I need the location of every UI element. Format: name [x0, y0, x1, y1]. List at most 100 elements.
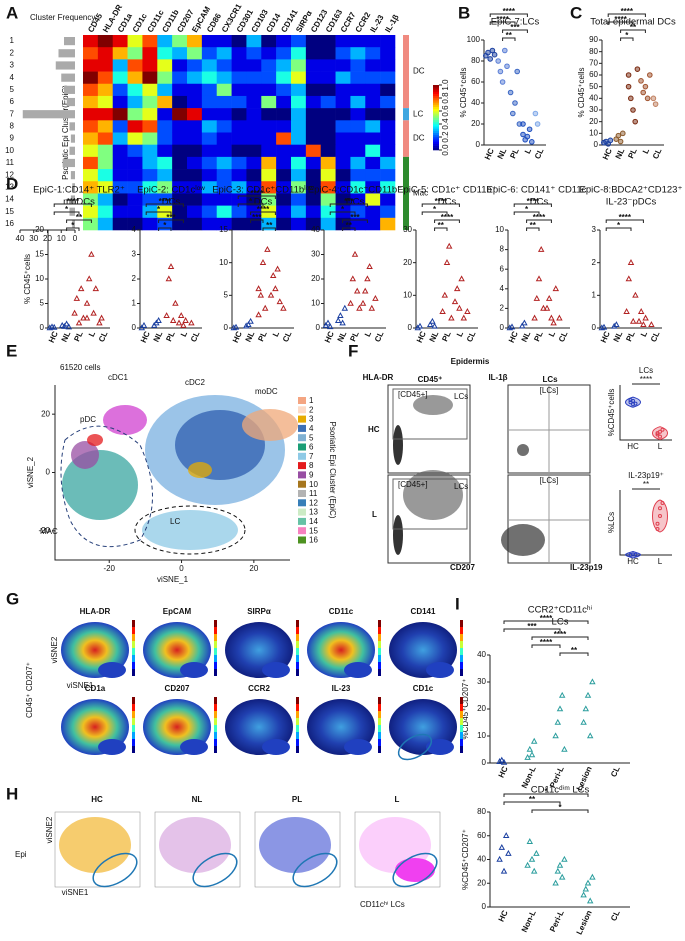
data-point: [458, 275, 465, 282]
axes: [489, 655, 630, 764]
x-tick-label: NL: [428, 330, 441, 344]
data-point: [416, 322, 424, 329]
data-point: [324, 319, 332, 326]
axes: [619, 490, 672, 556]
heat-cell: [112, 35, 128, 48]
x-tick-label: L: [547, 330, 557, 338]
data-point: [504, 63, 510, 70]
sig-bracket: [607, 21, 634, 25]
y-tick-label: 10: [311, 299, 320, 308]
heat-cell: [83, 181, 99, 194]
heat-cell: [157, 108, 173, 121]
legend-swatch: [298, 499, 306, 507]
sig-label: **: [266, 221, 273, 230]
heat-cell: [127, 169, 143, 182]
heat-cell: [305, 35, 322, 48]
cluster-label: 5: [10, 85, 15, 94]
data-point: [520, 121, 526, 127]
heat-cell: [83, 71, 99, 85]
heat-cell: [157, 35, 173, 48]
sig-label: ****: [640, 375, 652, 384]
heat-cell: [216, 144, 232, 158]
heat-cell: [157, 217, 173, 231]
heat-cell: [112, 217, 128, 231]
group-bar: [403, 108, 409, 121]
scale-step: [378, 669, 381, 676]
sig-bracket: [421, 203, 460, 207]
heat-cell: [246, 169, 262, 182]
heat-cell: [350, 59, 366, 72]
heat-cell: [127, 120, 143, 133]
freq-tick-label: 30: [29, 234, 38, 243]
y-tick-label: 20: [403, 258, 412, 267]
scale-step: [378, 620, 381, 627]
scale-step: [132, 739, 135, 746]
group-title: L: [395, 795, 400, 804]
note: CD11cʰⁱ LCs: [360, 900, 405, 909]
heat-cell: [187, 71, 203, 85]
scale-step: [460, 648, 463, 655]
heat-cell: [231, 59, 247, 72]
scale-step: [132, 718, 135, 725]
colorbar-step: [433, 91, 439, 94]
sig-bracket: [342, 219, 368, 223]
freq-bar: [70, 195, 75, 204]
data-point: [75, 319, 83, 326]
map-frame: [154, 811, 241, 888]
heat-cell: [201, 35, 218, 48]
heat-cell: [335, 95, 351, 109]
x-tick-label: L: [658, 557, 663, 566]
data-point: [607, 137, 614, 144]
x-tick-label: PL: [532, 330, 545, 343]
scale-step: [460, 669, 463, 676]
data-point: [633, 552, 638, 557]
colorbar-label: 0.6: [441, 105, 450, 117]
data-point: [528, 751, 536, 758]
heat-cell: [365, 132, 381, 145]
sig-bracket: [66, 219, 92, 223]
flow-title: Epidermis: [451, 357, 490, 366]
cluster-label: 12: [5, 170, 14, 179]
sig-label: ***: [510, 23, 520, 32]
plot-title: CCR2⁺CD11cʰⁱ: [528, 605, 593, 616]
data-point: [540, 304, 547, 311]
y-tick-label: 5: [224, 290, 229, 299]
highlight: [92, 852, 138, 888]
scale-step: [378, 732, 381, 739]
heat-cell: [157, 120, 173, 133]
scale-step: [460, 655, 463, 662]
tsne-lobe: [344, 662, 372, 678]
plot-title: IL-23p19⁺: [628, 471, 664, 480]
legend-label: 14: [309, 517, 318, 526]
heat-cell: [231, 83, 247, 97]
axes: [47, 230, 110, 329]
heat-cell: [246, 35, 262, 48]
heat-cell: [142, 132, 158, 145]
freq-bar: [66, 97, 75, 107]
data-point: [642, 314, 649, 321]
heat-cell: [380, 47, 396, 60]
sig-bracket: [434, 227, 448, 231]
colorbar-step: [433, 108, 439, 112]
scale-step: [132, 732, 135, 739]
heat-cell: [187, 205, 203, 219]
sig-label: **: [571, 646, 578, 655]
data-point: [632, 291, 639, 298]
colorbar-step: [433, 128, 439, 131]
sig-label: ****: [159, 197, 172, 206]
sig-label: *: [71, 221, 75, 230]
heat-cell: [276, 169, 292, 182]
sig-bracket: [329, 203, 368, 207]
y-tick-label: 10: [403, 290, 412, 299]
heat-cell: [320, 108, 336, 121]
x-tick-label: Non-L: [520, 909, 538, 934]
sig-bracket: [489, 13, 528, 17]
heat-cell: [127, 205, 143, 219]
heat-cell: [83, 83, 99, 97]
data-point: [364, 275, 371, 282]
col-label: LCs: [542, 375, 558, 384]
heat-cell: [380, 169, 396, 182]
cluster-label: 13: [5, 182, 14, 191]
sig-label: **: [643, 480, 649, 489]
scale-step: [132, 669, 135, 676]
